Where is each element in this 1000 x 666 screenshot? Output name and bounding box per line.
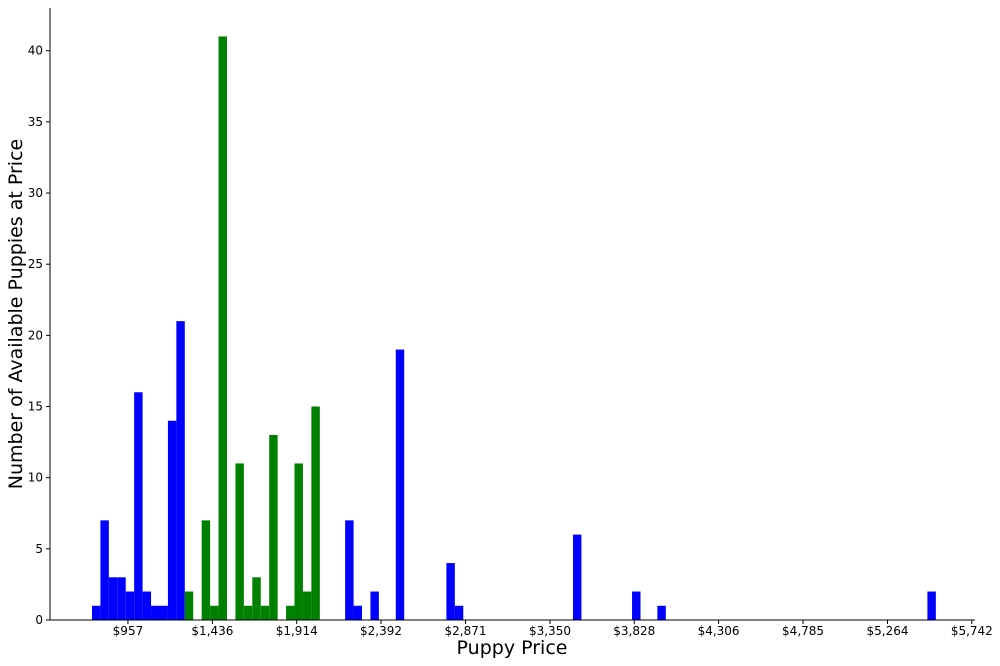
y-tick-label: 35 (28, 115, 43, 129)
bar (117, 577, 126, 620)
bar (286, 605, 295, 620)
bar (108, 577, 118, 620)
bar (353, 605, 363, 620)
x-tick-label: $1,436 (191, 624, 233, 638)
bar (302, 591, 312, 620)
bar (243, 605, 253, 620)
x-tick-label: $2,871 (445, 624, 487, 638)
bar (269, 434, 278, 620)
y-axis-title: Number of Available Puppies at Price (5, 139, 27, 489)
bar (311, 406, 320, 620)
x-axis-title: Puppy Price (457, 637, 568, 659)
bar (294, 463, 303, 620)
bar (210, 605, 219, 620)
bar (252, 577, 261, 620)
x-tick-label: $5,264 (867, 624, 909, 638)
x-tick-label: $4,306 (698, 624, 740, 638)
bar (167, 420, 177, 620)
bar (201, 520, 211, 620)
bar (657, 605, 666, 620)
bar (345, 520, 354, 620)
x-tick-label: $1,914 (276, 624, 318, 638)
bar (572, 534, 582, 620)
bar (151, 605, 160, 620)
x-tick-label: $3,350 (529, 624, 571, 638)
x-tick-label: $957 (113, 624, 144, 638)
bar (134, 392, 143, 620)
bar (100, 520, 109, 620)
y-tick-label: 15 (28, 400, 43, 414)
x-tick-label: $3,828 (613, 624, 655, 638)
bar (632, 591, 641, 620)
y-tick-label: 0 (35, 613, 43, 627)
bar (395, 349, 405, 620)
y-tick-label: 5 (35, 542, 43, 556)
bar (927, 591, 936, 620)
bar (176, 321, 185, 620)
bar (235, 463, 244, 620)
y-tick-label: 10 (28, 471, 43, 485)
x-tick-label: $4,785 (782, 624, 824, 638)
bar (125, 591, 135, 620)
bar (142, 591, 152, 620)
bar (454, 605, 464, 620)
y-tick-label: 20 (28, 328, 43, 342)
bar (159, 605, 168, 620)
bar (184, 591, 194, 620)
x-tick-label: $2,392 (360, 624, 402, 638)
y-tick-label: 30 (28, 186, 43, 200)
bar (446, 563, 455, 620)
bar (370, 591, 379, 620)
x-tick-label: $5,742 (951, 624, 993, 638)
bar (218, 36, 227, 621)
bar (260, 605, 270, 620)
y-tick-label: 25 (28, 257, 43, 271)
y-tick-label: 40 (28, 44, 43, 58)
bar (91, 605, 101, 620)
